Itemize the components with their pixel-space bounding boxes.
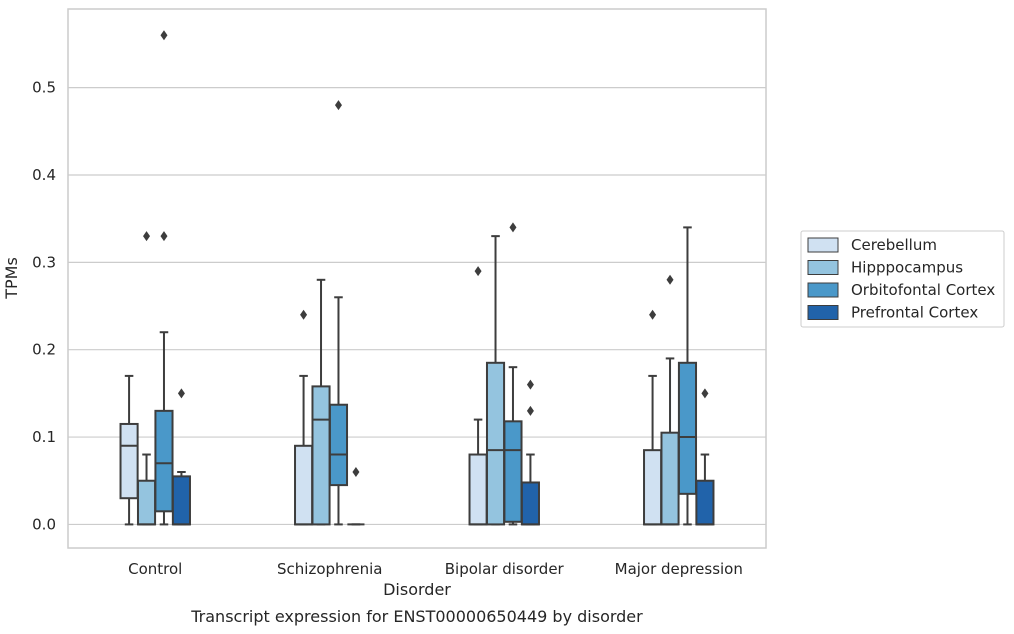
box <box>677 226 698 526</box>
box-body <box>136 479 157 526</box>
box <box>171 388 191 526</box>
x-tick-label: Control <box>128 560 182 578</box>
legend-label: Orbitofontal Cortex <box>851 281 995 299</box>
y-tick-label: 0.3 <box>32 253 56 271</box>
x-tick-label: Major depression <box>615 560 743 578</box>
legend-swatch <box>807 237 839 253</box>
box-body <box>695 479 715 526</box>
outlier-point <box>526 405 534 416</box>
box-series <box>119 30 715 526</box>
outlier-point <box>666 274 674 285</box>
box <box>328 100 349 526</box>
x-axis-label: Disorder <box>383 580 451 599</box>
box <box>695 388 715 526</box>
y-tick-label: 0.0 <box>32 515 56 533</box>
y-tick-label: 0.4 <box>32 166 56 184</box>
legend-frame <box>800 230 1005 328</box>
y-axis-label: TPMs <box>2 257 21 300</box>
box-body <box>154 409 174 513</box>
x-tick-labels: Control Schizophrenia Bipolar disorder Majo… <box>128 560 743 578</box>
box <box>154 30 174 526</box>
figure-caption: Transcript expression for ENST0000065044… <box>190 607 643 626</box>
outlier-point <box>177 388 185 399</box>
box <box>485 235 506 526</box>
box <box>520 379 540 526</box>
box <box>347 466 365 526</box>
legend: Cerebellum Hipppocampus Orbitofontal Corte… <box>800 230 1005 328</box>
y-tick-label: 0.1 <box>32 428 56 446</box>
box <box>503 222 523 526</box>
x-tick-label: Bipolar disorder <box>445 560 565 578</box>
legend-swatch <box>807 260 839 275</box>
legend-label: Hipppocampus <box>851 259 963 277</box>
box-body <box>171 475 191 526</box>
y-tick-label: 0.5 <box>32 79 56 97</box>
box-body <box>119 422 139 500</box>
box-body <box>677 361 698 495</box>
outlier-point <box>701 388 709 399</box>
outlier-point <box>334 100 342 111</box>
legend-swatch <box>807 282 839 298</box>
box-body <box>643 449 663 526</box>
box-body <box>660 431 680 526</box>
box-body <box>294 444 314 526</box>
legend-label: Prefrontal Cortex <box>851 304 978 322</box>
outlier-point <box>526 379 534 390</box>
box-body <box>520 481 540 526</box>
x-tick-label: Schizophrenia <box>277 560 382 578</box>
outlier-point <box>300 309 308 320</box>
outlier-point <box>160 231 168 242</box>
box-body <box>485 361 506 526</box>
box <box>119 374 139 526</box>
y-tick-label: 0.2 <box>32 341 56 359</box>
outlier-point <box>160 30 168 41</box>
outlier-point <box>143 231 151 242</box>
outlier-point <box>352 466 360 477</box>
box-body <box>311 385 331 526</box>
y-tick-labels: 0.0 0.1 0.2 0.3 0.4 0.5 <box>32 79 56 534</box>
outlier-point <box>649 309 657 320</box>
legend-label: Cerebellum <box>851 236 937 254</box>
box-body <box>503 420 523 523</box>
outlier-point <box>509 222 517 233</box>
box-body <box>468 453 488 526</box>
legend-swatch <box>807 305 839 320</box>
outlier-point <box>474 266 482 277</box>
box-body <box>328 403 349 487</box>
